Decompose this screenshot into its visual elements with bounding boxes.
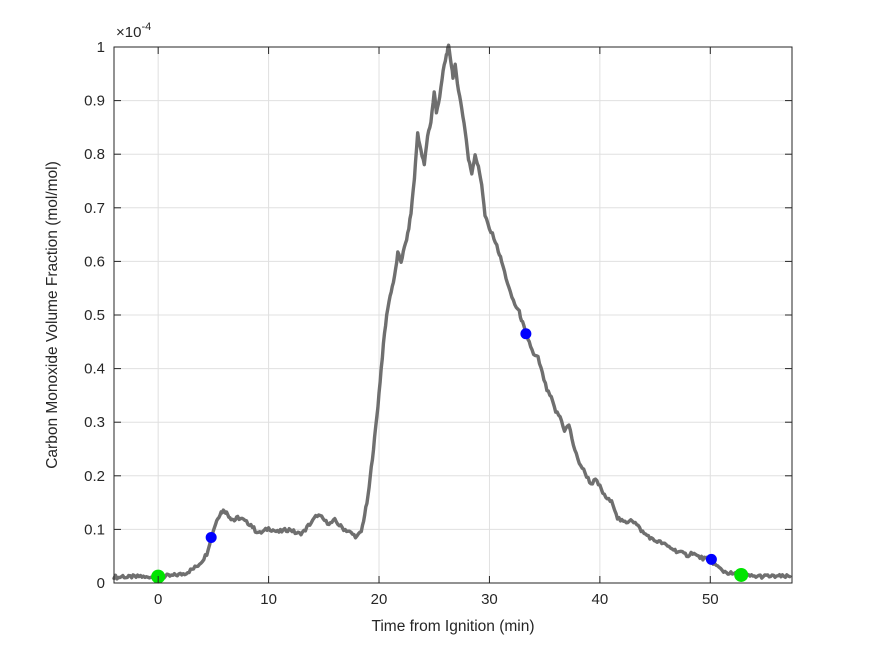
highlight-points-blue	[205, 531, 217, 543]
y-tick-label: 1	[97, 39, 105, 56]
x-axis-label: Time from Ignition (min)	[371, 618, 534, 635]
y-axis-label: Carbon Monoxide Volume Fraction (mol/mol…	[44, 161, 61, 469]
axes-layer	[113, 46, 793, 584]
x-tick-label: 10	[260, 591, 277, 608]
x-tick-label: 0	[154, 591, 162, 608]
y-tick-label: 0.8	[84, 146, 105, 163]
highlight-points-green	[734, 567, 749, 582]
x-tick-label: 20	[371, 591, 388, 608]
highlight-points-blue	[520, 328, 532, 340]
y-axis-exponent-power: -4	[141, 21, 151, 33]
x-tick-label: 50	[702, 591, 719, 608]
y-tick-label: 0.1	[84, 521, 105, 538]
y-tick-label: 0.9	[84, 93, 105, 110]
y-tick-label: 0.4	[84, 361, 105, 378]
grid-layer	[114, 46, 792, 584]
x-tick-label: 30	[481, 591, 498, 608]
y-tick-label: 0.7	[84, 200, 105, 217]
tick-label-layer: 0 10 20 30 40 50 0 0.1 0.2 0.3 0.4 0.5 0.6 0.7 0.8 0.9 1	[84, 39, 718, 608]
y-tick-label: 0	[97, 575, 105, 592]
co-volume-fraction-trace	[112, 43, 792, 581]
highlight-points-blue	[705, 553, 717, 565]
data-layer	[112, 43, 792, 584]
y-tick-label: 0.6	[84, 253, 105, 270]
y-tick-label: 0.2	[84, 468, 105, 485]
y-axis-exponent-label: ×10-4	[116, 21, 151, 41]
y-tick-label: 0.5	[84, 307, 105, 324]
y-tick-label: 0.3	[84, 414, 105, 431]
x-tick-label: 40	[592, 591, 609, 608]
